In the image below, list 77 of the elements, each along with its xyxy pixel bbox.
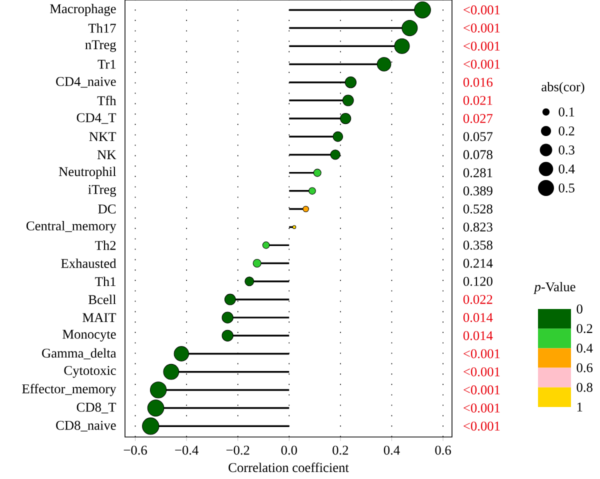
text: 0.823: [463, 222, 492, 232]
text: 0.078: [463, 150, 492, 160]
y-tick-label: Macrophage: [50, 4, 116, 16]
point: [344, 76, 357, 88]
y-tick-label: Bcell: [88, 294, 116, 304]
text: 0.389: [463, 186, 492, 196]
legend-label: 0.4: [558, 164, 575, 174]
y-tick-label: Cytotoxic: [64, 366, 116, 378]
color-bar-label: 0.6: [576, 363, 593, 372]
point: [224, 294, 236, 306]
color-bar-label: 0: [576, 304, 582, 314]
text: 0.016: [463, 78, 493, 87]
y-tick-label: CD8_naive: [56, 420, 116, 432]
y-tick-label: CD4_T: [76, 113, 116, 124]
legend-label: 0.3: [558, 145, 574, 155]
text: <0.001: [464, 60, 500, 69]
point: [340, 112, 352, 124]
y-tick-label: CD8_T: [76, 402, 116, 414]
point: [342, 94, 354, 106]
text: 0.528: [463, 204, 492, 214]
color-bar-label: 0.4: [576, 344, 593, 353]
text: <0.001: [464, 404, 500, 413]
color-bar-title: p-Value: [534, 282, 576, 294]
point: [222, 312, 234, 324]
text: 0.014: [463, 313, 493, 322]
point: [222, 330, 234, 342]
y-tick-label: Effector_memory: [22, 384, 116, 396]
y-tick-label: iTreg: [88, 185, 116, 197]
color-bar-label: 1: [577, 402, 582, 412]
x-tick-label: 0.0: [281, 446, 297, 455]
x-tick-label: 0.4: [384, 446, 400, 455]
text: <0.001: [464, 24, 500, 33]
y-tick-label: Th1: [95, 276, 116, 286]
y-tick-label: Th17: [88, 23, 116, 33]
text: <0.001: [464, 367, 500, 376]
legend-label: 0.5: [558, 183, 574, 193]
x-tick-label: 0.2: [332, 446, 348, 455]
y-tick-label: Exhausted: [61, 258, 116, 268]
text: <0.001: [464, 42, 500, 51]
x-tick-label: −0.4: [175, 446, 198, 455]
y-tick-label: Tr1: [98, 60, 116, 69]
y-tick-label: Central_memory: [26, 221, 116, 234]
text: <0.001: [464, 422, 500, 431]
x-axis-title: Correlation coefficient: [228, 462, 349, 472]
y-tick-label: CD4_naive: [56, 77, 116, 88]
text: 0.214: [463, 258, 493, 268]
text: 0.022: [463, 294, 492, 304]
legend-title: abs(cor): [542, 82, 584, 94]
y-tick-label: DC: [98, 204, 116, 214]
y-tick-label: NKT: [89, 132, 116, 141]
text: <0.001: [464, 349, 500, 358]
text: 0.057: [463, 132, 493, 142]
y-tick-label: NK: [97, 150, 116, 160]
y-tick-label: Tfh: [97, 96, 116, 106]
y-tick-label: Th2: [95, 240, 116, 250]
y-tick-label: MAIT: [82, 313, 116, 322]
x-tick-label: −0.2: [226, 446, 250, 455]
text: <0.001: [464, 385, 500, 394]
y-tick-label: nTreg: [85, 40, 116, 52]
color-bar-label: 0.8: [576, 382, 592, 392]
text: 0.281: [463, 168, 492, 178]
legend-label: 0.2: [558, 126, 574, 136]
legend-label: 0.1: [558, 107, 574, 117]
text: 0.027: [463, 114, 493, 124]
y-tick-label: Monocyte: [62, 330, 116, 342]
x-tick-label: 0.6: [435, 446, 451, 455]
point: [330, 150, 340, 160]
text: 0.021: [463, 96, 492, 105]
text: 0.120: [463, 276, 492, 286]
y-tick-label: Gamma_delta: [42, 348, 116, 360]
text: 0.358: [463, 240, 492, 250]
text: <0.001: [464, 5, 500, 14]
text: 0.014: [463, 331, 493, 340]
y-tick-label: Neutrophil: [58, 166, 116, 179]
color-bar-label: 0.2: [576, 324, 592, 334]
point: [332, 131, 344, 142]
x-tick-label: −0.6: [124, 446, 147, 455]
